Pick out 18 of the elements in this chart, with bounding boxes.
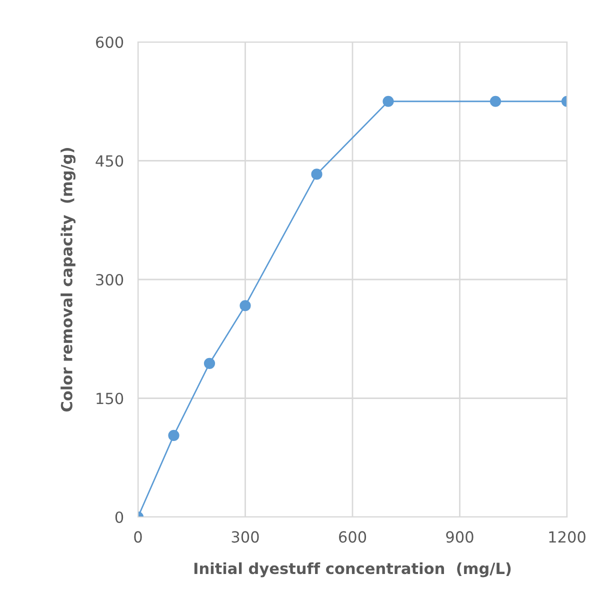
x-tick-label: 1200 [549, 531, 586, 543]
x-tick-label: 600 [338, 531, 366, 543]
point [490, 96, 502, 107]
point [168, 430, 180, 442]
x-axis-title: Initial dyestuff concentration (mg/L) [194, 562, 511, 578]
y-tick-label: 150 [96, 392, 124, 404]
y-tick-label: 300 [96, 274, 124, 286]
x-tick-label: 0 [134, 531, 142, 543]
x-tick-label: 300 [232, 531, 259, 543]
y-tick-label: 600 [96, 36, 124, 48]
point [240, 300, 251, 312]
y-tick-label: 450 [96, 155, 124, 167]
x-tick-label: 900 [446, 531, 474, 543]
y-axis-title: Color removal capacity (mg/g) [60, 148, 76, 412]
point [204, 358, 216, 369]
y-tick-label: 0 [115, 511, 124, 524]
point [382, 96, 394, 107]
point [311, 168, 322, 180]
